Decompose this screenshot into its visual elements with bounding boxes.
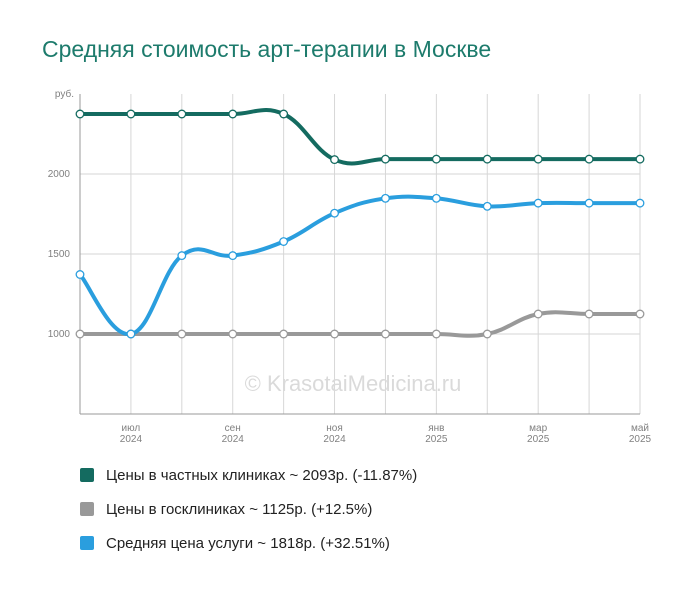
- series-line-1: [78, 310, 642, 338]
- x-tick-label-month: ноя: [326, 423, 343, 434]
- y-tick-label: 2000: [48, 169, 71, 180]
- line-chart: руб.100015002000июл2024сен2024ноя2024янв…: [48, 88, 652, 445]
- data-point: [584, 309, 594, 319]
- data-point: [431, 193, 441, 203]
- data-point: [279, 237, 289, 246]
- x-tick-label-year: 2024: [120, 434, 143, 445]
- chart-title: Средняя стоимость арт-терапии в Москве: [42, 36, 492, 62]
- data-point: [330, 155, 339, 165]
- data-point: [533, 154, 543, 164]
- data-point: [431, 329, 441, 339]
- y-tick-label: 1500: [48, 249, 71, 260]
- axis-layer: руб.100015002000июл2024сен2024ноя2024янв…: [48, 88, 652, 445]
- data-point: [482, 154, 492, 164]
- legend-swatch: [80, 468, 94, 482]
- data-point: [228, 329, 238, 339]
- data-point: [381, 329, 390, 339]
- legend-item-private[interactable]: Цены в частных клиниках ~ 2093р. (-11.87…: [80, 458, 417, 492]
- data-point: [482, 201, 492, 211]
- y-axis-unit-label: руб.: [55, 88, 74, 100]
- x-tick-label-month: сен: [225, 423, 241, 434]
- grid-layer: [79, 94, 641, 414]
- data-point: [126, 109, 136, 119]
- data-point: [635, 198, 645, 208]
- data-point: [584, 198, 594, 208]
- data-point: [279, 109, 289, 119]
- data-point: [126, 329, 136, 339]
- data-point: [330, 329, 339, 339]
- data-point: [177, 109, 187, 119]
- data-point: [279, 329, 289, 339]
- legend-swatch: [80, 536, 94, 550]
- data-point: [635, 154, 645, 164]
- data-point: [381, 154, 390, 164]
- x-tick-label-year: 2024: [323, 434, 346, 445]
- y-tick-label: 1000: [48, 329, 71, 340]
- legend-label: Средняя цена услуги ~ 1818р. (+32.51%): [106, 534, 390, 552]
- data-point: [381, 193, 390, 203]
- data-point: [177, 329, 187, 339]
- data-point: [177, 251, 187, 261]
- x-tick-label-year: 2025: [629, 434, 652, 445]
- series-layer: [75, 107, 645, 339]
- legend-label: Цены в госклиниках ~ 1125р. (+12.5%): [106, 500, 373, 518]
- series-line-0: [78, 107, 642, 166]
- data-point: [533, 309, 543, 319]
- x-tick-label-month: июл: [122, 423, 141, 434]
- legend-swatch: [80, 502, 94, 516]
- data-point: [228, 251, 238, 261]
- x-tick-label-year: 2025: [425, 434, 448, 445]
- legend-label: Цены в частных клиниках ~ 2093р. (-11.87…: [106, 466, 418, 484]
- data-point: [228, 109, 238, 119]
- x-tick-label-year: 2025: [527, 434, 550, 445]
- x-tick-label-month: янв: [428, 423, 444, 434]
- x-tick-label-month: май: [631, 423, 649, 434]
- x-tick-label-month: мар: [529, 423, 547, 434]
- data-point: [75, 270, 85, 279]
- data-point: [533, 198, 543, 208]
- legend: Цены в частных клиниках ~ 2093р. (-11.87…: [80, 458, 417, 560]
- data-point: [431, 154, 441, 164]
- legend-item-average[interactable]: Средняя цена услуги ~ 1818р. (+32.51%): [80, 526, 417, 560]
- watermark: © KrasotaiMedicina.ru: [245, 371, 462, 396]
- data-point: [482, 329, 492, 339]
- legend-item-public[interactable]: Цены в госклиниках ~ 1125р. (+12.5%): [80, 492, 417, 526]
- x-tick-label-year: 2024: [222, 434, 245, 445]
- data-point: [75, 109, 85, 119]
- data-point: [75, 329, 85, 339]
- data-point: [330, 208, 339, 218]
- data-point: [584, 154, 594, 164]
- data-point: [635, 309, 645, 319]
